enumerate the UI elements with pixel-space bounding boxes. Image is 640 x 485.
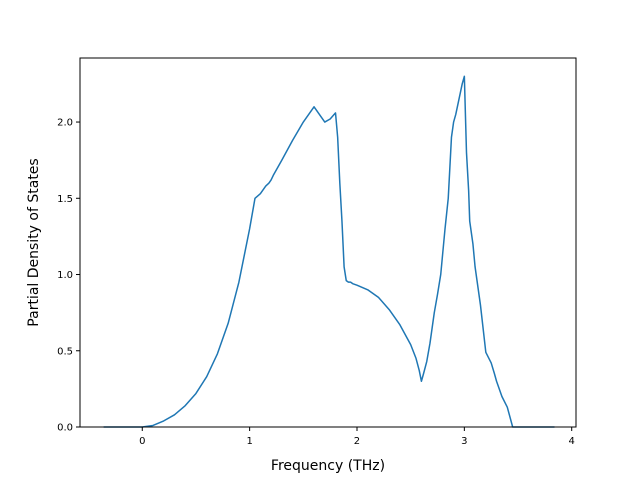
x-tick-label: 3 [461, 436, 467, 447]
x-axis-label: Frequency (THz) [271, 458, 385, 474]
y-tick-label: 0.0 [57, 423, 73, 434]
x-tick-label: 4 [569, 436, 575, 447]
plot-content [103, 75, 555, 428]
y-tick-label: 0.5 [57, 346, 73, 357]
y-axis-label: Partial Density of States [26, 158, 42, 326]
pdos-series-line-0 [103, 75, 555, 428]
axes-frame [79, 57, 577, 428]
axis-ticks: 0 1 2 3 4 0.0 0.5 1.0 1.5 2.0 [57, 118, 575, 447]
x-tick-label: 0 [139, 436, 145, 447]
y-tick-label: 1.0 [57, 270, 73, 281]
x-tick-label: 2 [354, 436, 360, 447]
y-tick-label: 2.0 [57, 118, 73, 129]
y-tick-label: 1.5 [57, 194, 73, 205]
x-tick-label: 1 [246, 436, 252, 447]
